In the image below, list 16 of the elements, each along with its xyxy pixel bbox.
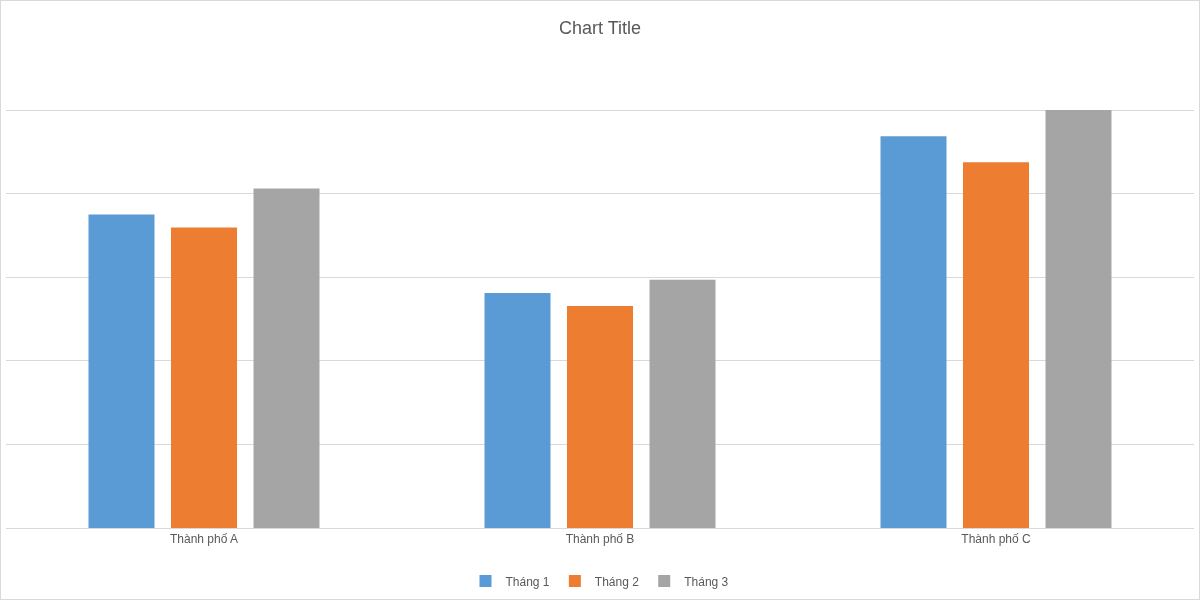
bar	[963, 162, 1029, 528]
bar	[1045, 110, 1112, 528]
bar	[880, 136, 947, 528]
x-tick-label: Thành phố C	[961, 532, 1032, 547]
bar	[567, 305, 633, 528]
legend-label: Tháng 3	[684, 574, 729, 589]
x-tick-label: Thành phố A	[169, 532, 239, 547]
bar	[253, 188, 320, 528]
legend-label: Tháng 2	[594, 574, 640, 589]
chart-title: Chart Title	[558, 18, 642, 39]
bar	[171, 227, 237, 528]
bar	[649, 279, 716, 528]
bar	[88, 214, 155, 528]
bar	[484, 292, 551, 528]
legend-label: Tháng 1	[505, 574, 550, 589]
x-tick-label: Thành phố B	[565, 532, 635, 547]
